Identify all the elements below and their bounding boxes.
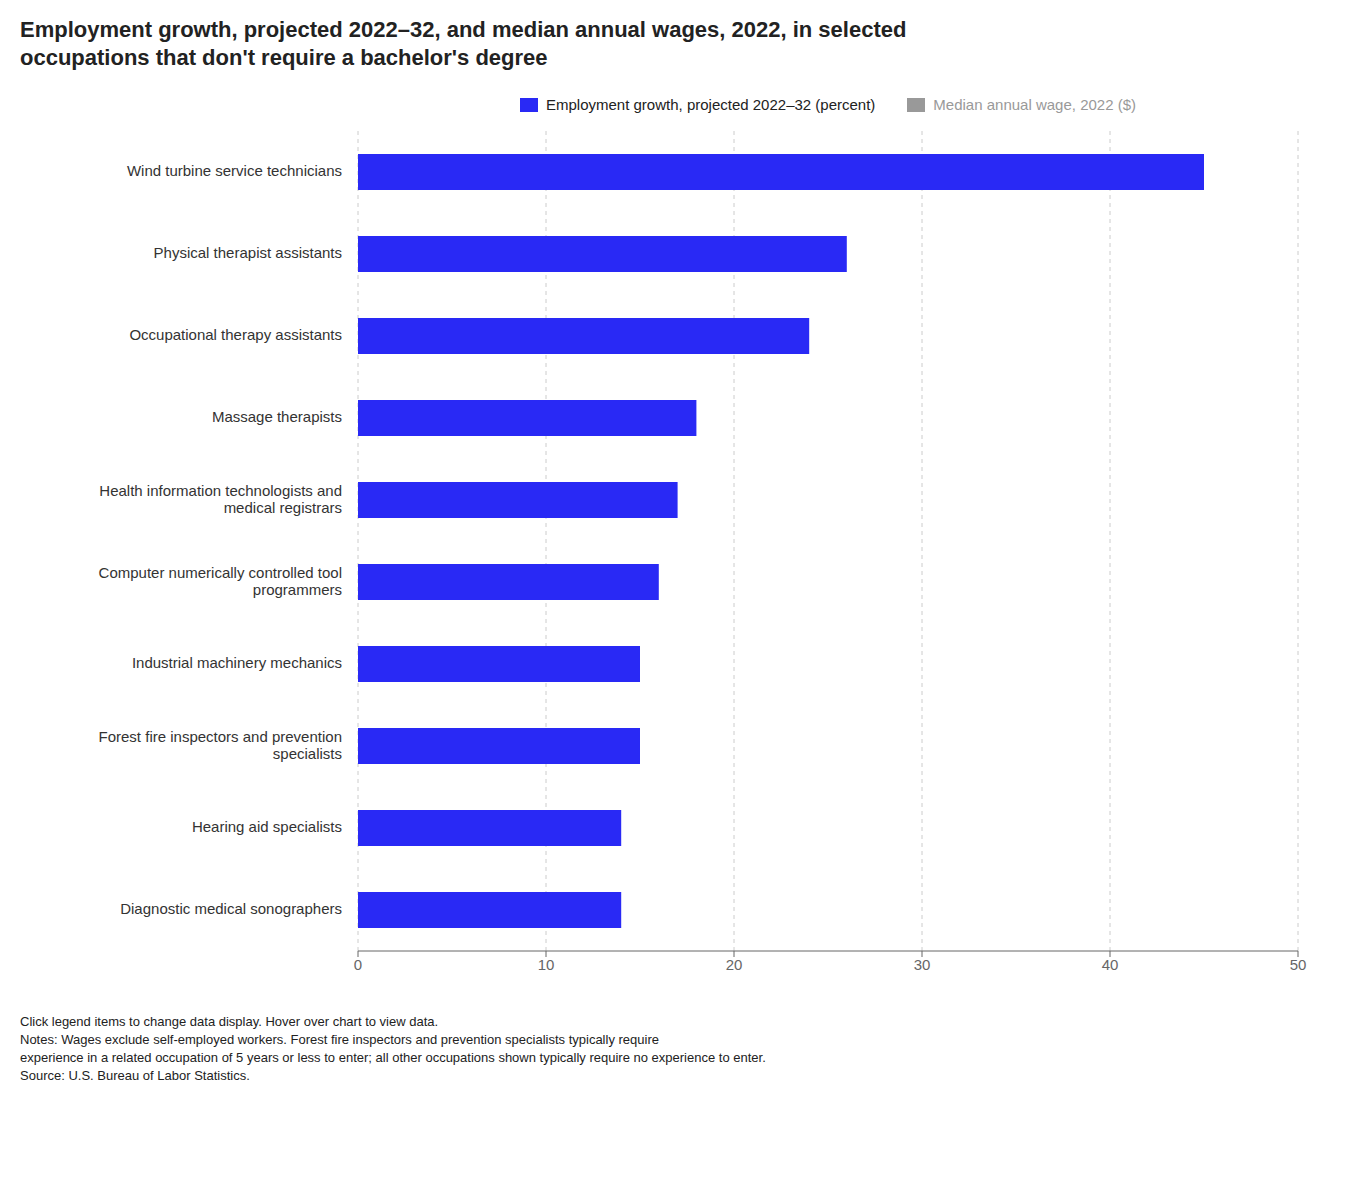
svg-text:Wind turbine service technicia: Wind turbine service technicians — [127, 162, 342, 179]
svg-text:Forest fire inspectors and pre: Forest fire inspectors and preventionspe… — [99, 727, 342, 761]
html-text:Employment growth, projected 2: Employment growth, projected 2022–32, an… — [20, 17, 907, 70]
svg-text:40: 40 — [1102, 956, 1119, 973]
svg-text:20: 20 — [726, 956, 743, 973]
svg-text:Industrial machinery mechanics: Industrial machinery mechanics — [132, 654, 342, 671]
svg-text:Computer numerically controlle: Computer numerically controlled toolprog… — [99, 563, 342, 597]
svg-text:Health information technologis: Health information technologists andmedi… — [99, 481, 342, 515]
svg-text:Physical therapist assistants: Physical therapist assistants — [154, 244, 342, 261]
html-text:Employment growth, projected 2: Employment growth, projected 2022–32 (pe… — [546, 96, 876, 113]
svg-text:Diagnostic medical sonographer: Diagnostic medical sonographers — [120, 900, 342, 917]
svg-text:Hearing aid specialists: Hearing aid specialists — [192, 818, 342, 835]
svg-text:50: 50 — [1290, 956, 1307, 973]
svg-text:30: 30 — [914, 956, 931, 973]
svg-text:Massage therapists: Massage therapists — [212, 408, 342, 425]
html-text:Median annual wage, 2022 ($): Median annual wage, 2022 ($) — [933, 96, 1136, 113]
svg-text:Occupational therapy assistant: Occupational therapy assistants — [129, 326, 342, 343]
svg-text:10: 10 — [538, 956, 555, 973]
svg-text:0: 0 — [354, 956, 362, 973]
html-text:Click legend items to change d: Click legend items to change data displa… — [20, 1014, 766, 1083]
